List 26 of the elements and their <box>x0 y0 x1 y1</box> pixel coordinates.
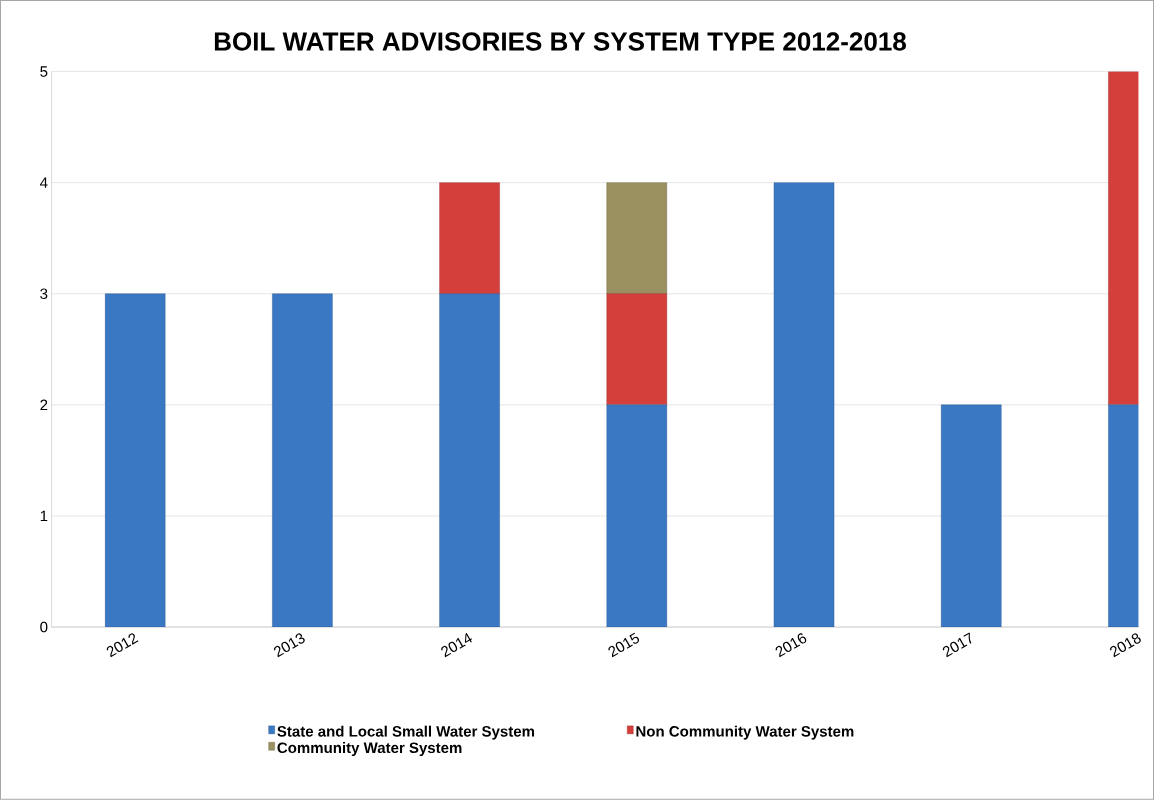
y-tick-label: 3 <box>40 288 48 300</box>
bar <box>606 404 668 628</box>
y-tick-label: 2 <box>40 399 48 411</box>
legend-label: State and Local Small Water System <box>277 725 535 740</box>
y-tick-label: 5 <box>40 66 48 77</box>
chart-title: BOIL WATER ADVISORIES BY SYSTEM TYPE 2012-2018 <box>214 32 906 51</box>
x-tick-label: 2015 <box>608 632 640 658</box>
bar <box>941 404 1002 628</box>
bar <box>439 182 500 295</box>
bar <box>606 182 668 295</box>
bar <box>773 182 835 628</box>
legend-label: Non Community Water System <box>636 725 854 740</box>
x-tick-label: 2017 <box>942 632 972 658</box>
x-tick-label: 2016 <box>775 633 807 658</box>
bar <box>104 293 166 628</box>
legend-label: Community Water System <box>277 742 462 757</box>
y-tick-label: 0 <box>40 621 48 633</box>
x-tick-label: 2012 <box>106 633 139 658</box>
x-tick-label: 2018 <box>1110 633 1141 658</box>
bar <box>606 293 668 406</box>
y-tick-label: 1 <box>40 510 48 522</box>
x-tick-label: 2014 <box>441 633 472 658</box>
x-tick-label: 2013 <box>273 633 305 658</box>
bar <box>439 293 500 628</box>
bar <box>272 293 333 628</box>
y-tick-label: 4 <box>40 177 48 188</box>
